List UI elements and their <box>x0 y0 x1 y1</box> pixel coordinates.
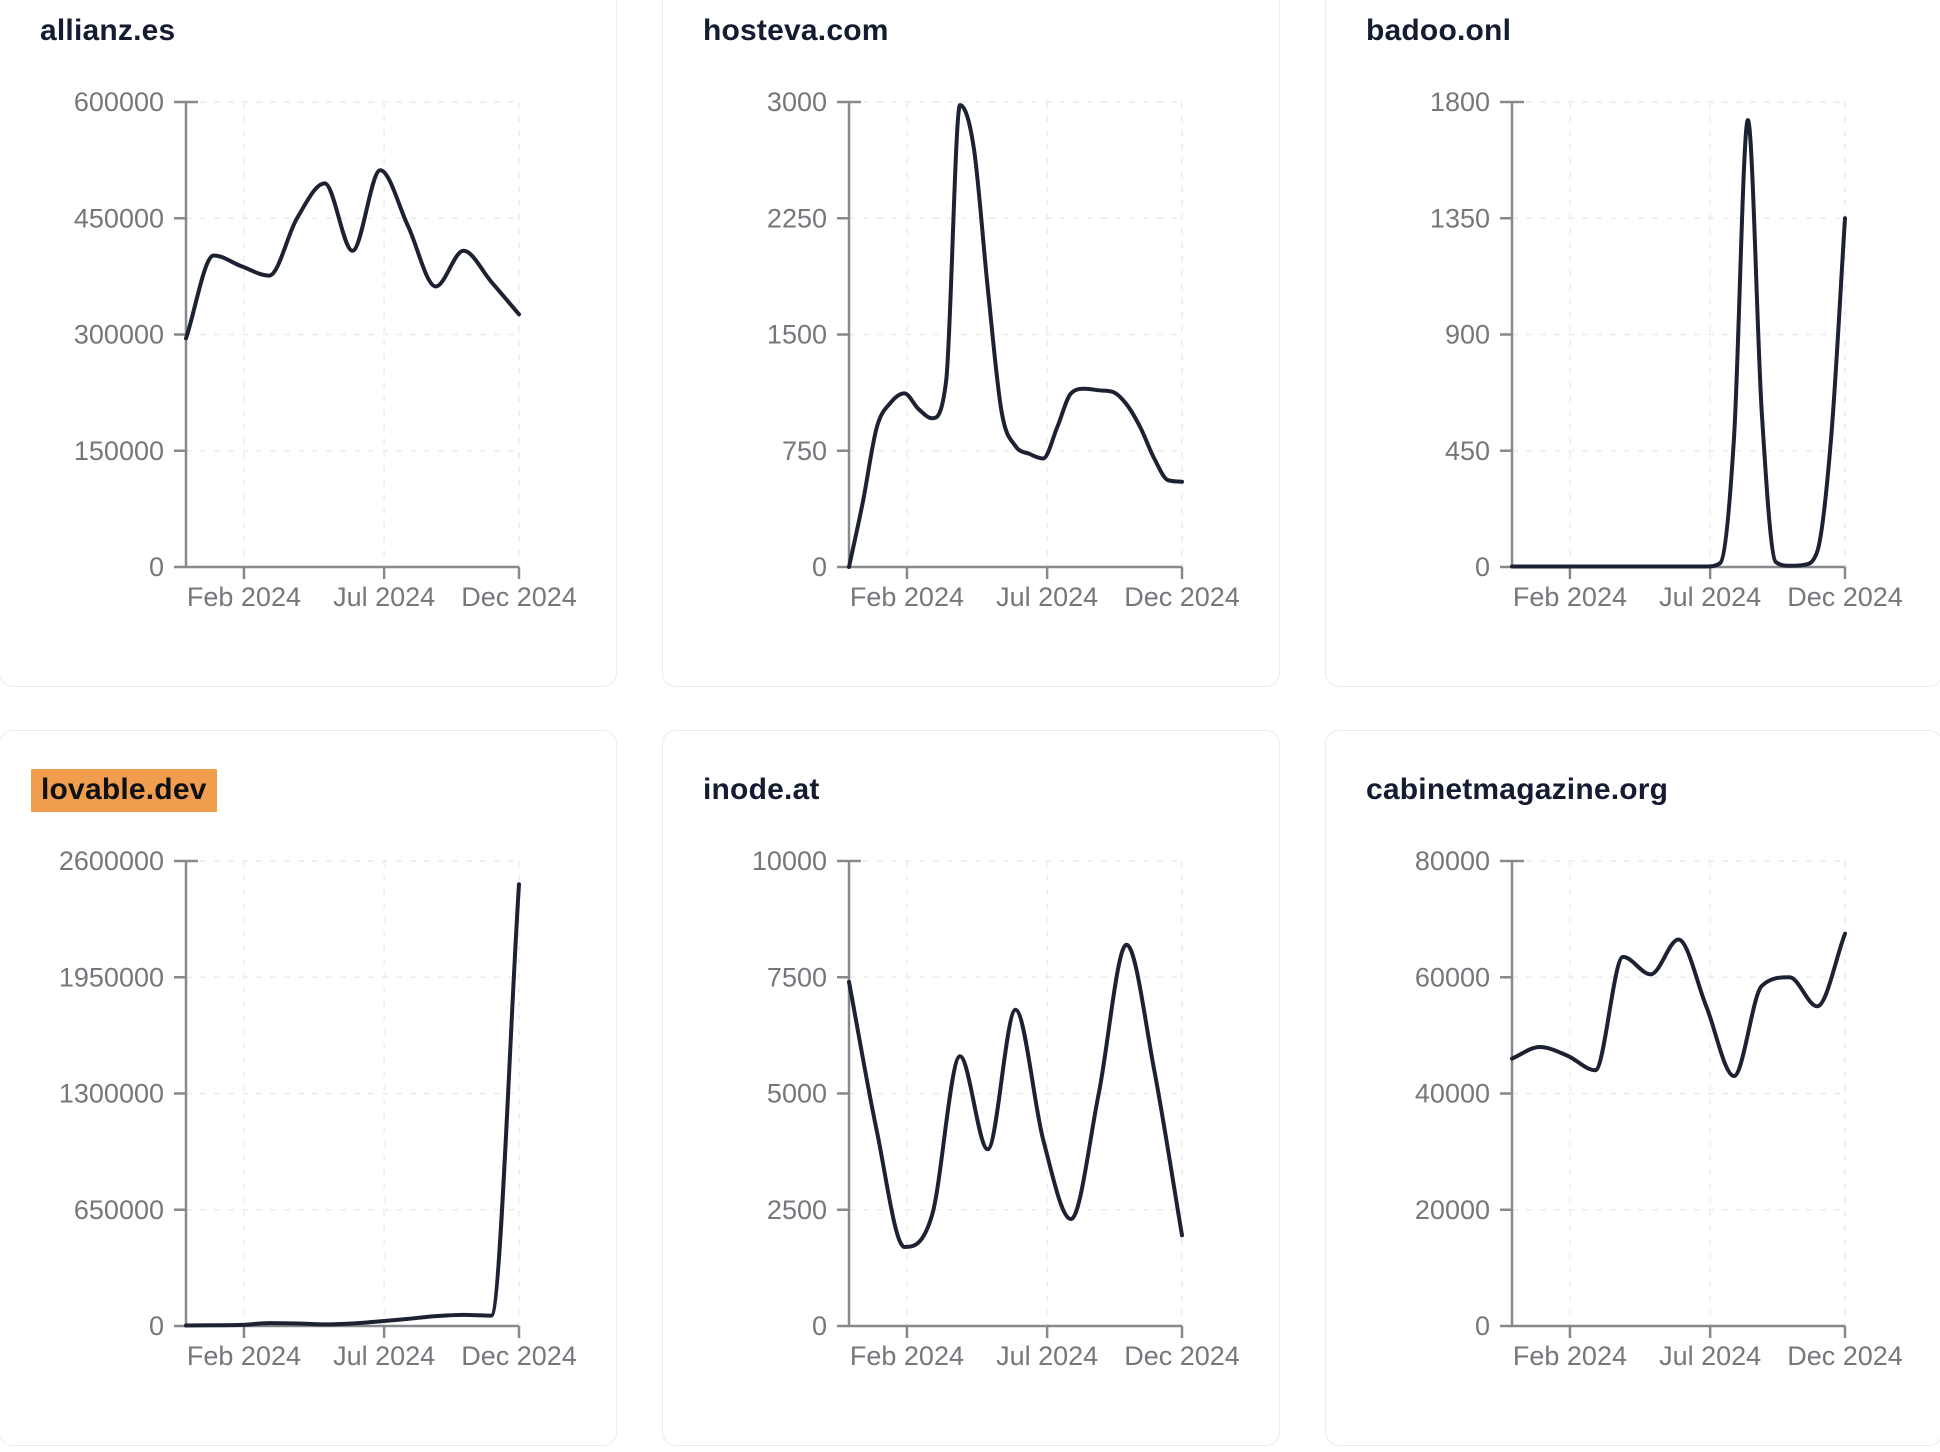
y-tick-label: 900 <box>1445 320 1490 350</box>
x-tick-label: Jul 2024 <box>333 1341 435 1371</box>
y-tick-label: 7500 <box>767 962 827 992</box>
chart-card: inode.at 0 2500 5000 7500 10000 Feb 2024 Jul 20… <box>662 730 1280 1446</box>
x-tick-label: Feb 2024 <box>850 582 964 612</box>
line-chart: 0 750 1500 2250 3000 Feb 2024 Jul 2024 Dec 2024 <box>767 87 1240 612</box>
x-tick-label: Dec 2024 <box>1124 1341 1240 1371</box>
x-tick-label: Dec 2024 <box>1787 1341 1903 1371</box>
line-chart: 0 20000 40000 60000 80000 Feb 2024 Jul 2024 Dec… <box>1415 846 1903 1371</box>
x-tick-label: Jul 2024 <box>996 1341 1098 1371</box>
y-axis-labels: 0 2500 5000 7500 10000 <box>752 846 827 1341</box>
gridlines <box>186 101 520 567</box>
gridlines <box>1512 860 1846 1326</box>
series-line <box>184 168 521 341</box>
y-tick-label: 10000 <box>752 846 827 876</box>
series-line <box>847 942 1184 1249</box>
y-tick-label: 650000 <box>74 1195 164 1225</box>
line-chart: 0 450 900 1350 1800 Feb 2024 Jul 2024 Dec 2024 <box>1430 87 1903 612</box>
x-axis-labels: Feb 2024 Jul 2024 Dec 2024 <box>187 1341 577 1371</box>
chart-card: hosteva.com 0 750 1500 2250 3000 Feb 2024 Jul 2… <box>662 0 1280 687</box>
y-axis-labels: 0 650000 1300000 1950000 2600000 <box>59 846 164 1341</box>
x-axis-labels: Feb 2024 Jul 2024 Dec 2024 <box>1513 1341 1903 1371</box>
y-axis-labels: 0 750 1500 2250 3000 <box>767 87 827 582</box>
x-axis-labels: Feb 2024 Jul 2024 Dec 2024 <box>850 1341 1240 1371</box>
x-tick-label: Dec 2024 <box>1124 582 1240 612</box>
y-tick-label: 750 <box>782 436 827 466</box>
series-line <box>847 103 1184 569</box>
chart-title[interactable]: allianz.es <box>40 14 176 47</box>
x-tick-label: Jul 2024 <box>996 582 1098 612</box>
axes <box>1500 100 1847 579</box>
x-tick-label: Jul 2024 <box>1659 582 1761 612</box>
line-chart: 0 150000 300000 450000 600000 Feb 2024 Jul 202… <box>74 87 577 612</box>
chart-title[interactable]: hosteva.com <box>703 14 889 47</box>
x-axis-labels: Feb 2024 Jul 2024 Dec 2024 <box>187 582 577 612</box>
y-tick-label: 5000 <box>767 1079 827 1109</box>
y-tick-label: 2500 <box>767 1195 827 1225</box>
chart-title[interactable]: badoo.onl <box>1366 14 1512 47</box>
axes <box>174 100 521 579</box>
y-tick-label: 2250 <box>767 203 827 233</box>
x-tick-label: Dec 2024 <box>1787 582 1903 612</box>
x-tick-label: Feb 2024 <box>1513 1341 1627 1371</box>
y-tick-label: 0 <box>1475 1311 1490 1341</box>
series-line <box>184 882 521 1328</box>
y-tick-label: 2600000 <box>59 846 164 876</box>
y-tick-label: 1950000 <box>59 962 164 992</box>
y-tick-label: 0 <box>1475 552 1490 582</box>
gridlines <box>849 101 1183 567</box>
y-tick-label: 0 <box>812 1311 827 1341</box>
y-axis-labels: 0 20000 40000 60000 80000 <box>1415 846 1490 1341</box>
y-tick-label: 40000 <box>1415 1079 1490 1109</box>
x-tick-label: Feb 2024 <box>187 1341 301 1371</box>
y-tick-label: 300000 <box>74 320 164 350</box>
x-tick-label: Jul 2024 <box>1659 1341 1761 1371</box>
axes <box>837 100 1184 579</box>
chart-title[interactable]: cabinetmagazine.org <box>1366 773 1669 806</box>
y-tick-label: 0 <box>149 1311 164 1341</box>
gridlines <box>849 860 1183 1326</box>
chart-title[interactable]: inode.at <box>703 773 820 806</box>
y-tick-label: 450000 <box>74 203 164 233</box>
y-tick-label: 0 <box>812 552 827 582</box>
x-tick-label: Dec 2024 <box>461 582 577 612</box>
axes <box>1500 859 1847 1338</box>
x-tick-label: Dec 2024 <box>461 1341 577 1371</box>
gridlines <box>1512 101 1846 567</box>
axes <box>174 859 521 1338</box>
chart-card: allianz.es 0 150000 300000 450000 600000 Feb 2… <box>0 0 617 687</box>
y-axis-labels: 0 150000 300000 450000 600000 <box>74 87 164 582</box>
y-tick-label: 1350 <box>1430 203 1490 233</box>
y-axis-labels: 0 450 900 1350 1800 <box>1430 87 1490 582</box>
chart-title-highlighted[interactable]: lovable.dev <box>31 769 217 812</box>
y-tick-label: 20000 <box>1415 1195 1490 1225</box>
y-tick-label: 60000 <box>1415 962 1490 992</box>
y-tick-label: 0 <box>149 552 164 582</box>
series-line <box>1510 931 1847 1079</box>
x-tick-label: Feb 2024 <box>187 582 301 612</box>
x-axis-labels: Feb 2024 Jul 2024 Dec 2024 <box>850 582 1240 612</box>
y-tick-label: 600000 <box>74 87 164 117</box>
x-tick-label: Feb 2024 <box>1513 582 1627 612</box>
x-tick-label: Jul 2024 <box>333 582 435 612</box>
chart-card: cabinetmagazine.org 0 20000 40000 60000 80000… <box>1325 730 1940 1446</box>
y-tick-label: 3000 <box>767 87 827 117</box>
chart-card: lovable.dev 0 650000 1300000 1950000 2600000 F… <box>0 730 617 1446</box>
y-tick-label: 450 <box>1445 436 1490 466</box>
line-chart: 0 650000 1300000 1950000 2600000 Feb 2024 Jul … <box>59 846 577 1371</box>
chart-card: badoo.onl 0 450 900 1350 1800 Feb 2024 Jul 2024… <box>1325 0 1940 687</box>
y-tick-label: 1500 <box>767 320 827 350</box>
axes <box>837 859 1184 1338</box>
line-chart: 0 2500 5000 7500 10000 Feb 2024 Jul 2024 Dec 20… <box>752 846 1240 1371</box>
x-tick-label: Feb 2024 <box>850 1341 964 1371</box>
gridlines <box>186 860 520 1326</box>
x-axis-labels: Feb 2024 Jul 2024 Dec 2024 <box>1513 582 1903 612</box>
y-tick-label: 1300000 <box>59 1079 164 1109</box>
y-tick-label: 80000 <box>1415 846 1490 876</box>
y-tick-label: 1800 <box>1430 87 1490 117</box>
y-tick-label: 150000 <box>74 436 164 466</box>
series-line <box>1510 118 1847 569</box>
